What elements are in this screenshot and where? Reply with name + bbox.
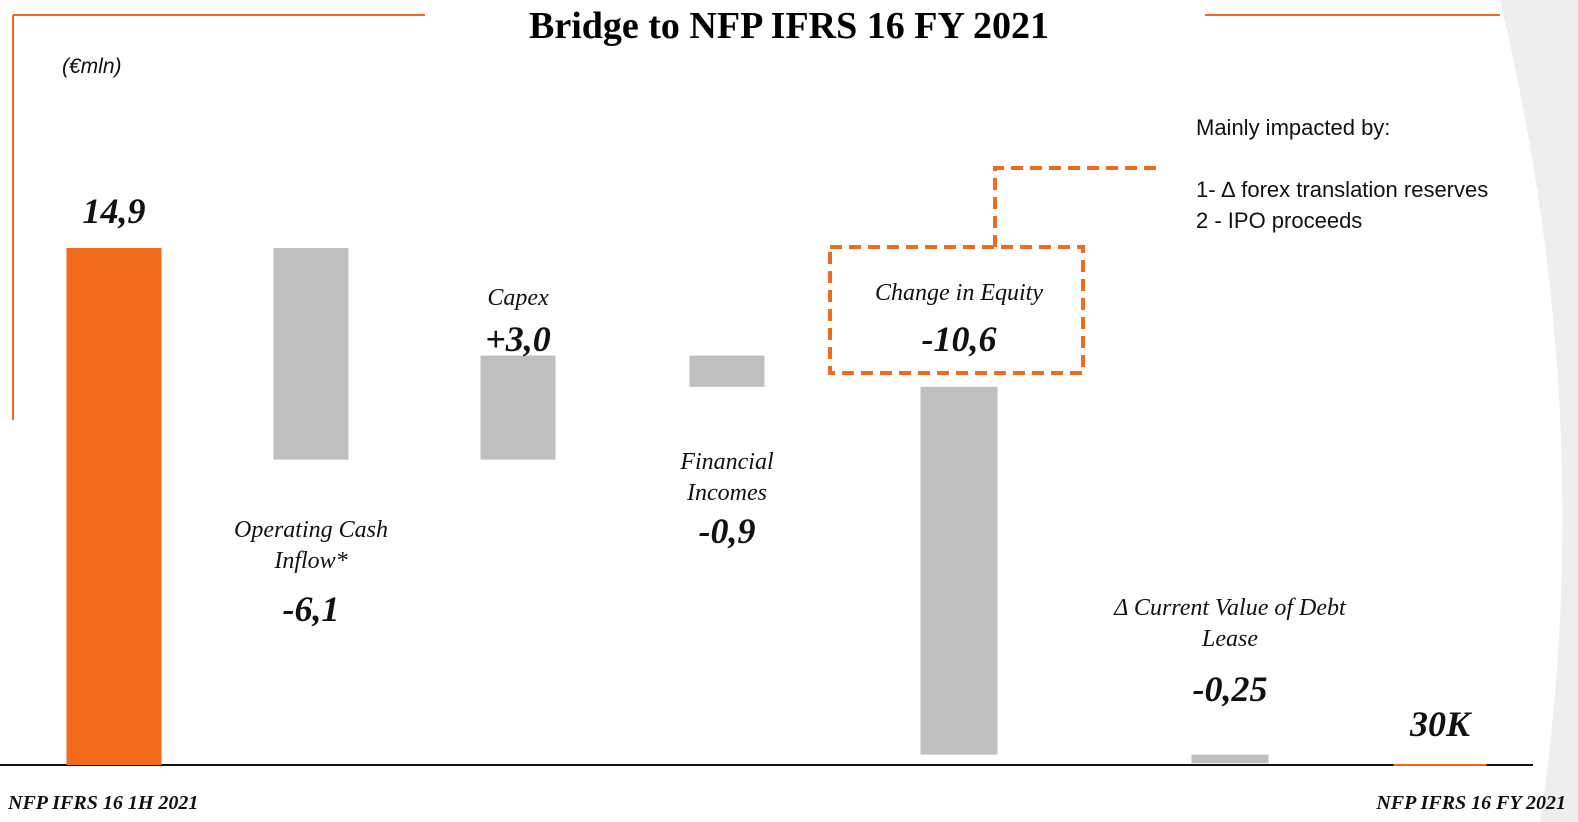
- value-label: 30K: [1409, 704, 1470, 744]
- category-label: Δ Current Value of Debt Lease: [1114, 595, 1346, 652]
- bar: [1191, 754, 1269, 764]
- highlight-box: [828, 245, 1085, 375]
- category-label: NFP IFRS 16 1H 2021: [8, 792, 199, 814]
- category-label: Change in Equity: [875, 280, 1043, 306]
- bars: [66, 248, 1487, 766]
- chart-title: Bridge to NFP IFRS 16 FY 2021: [528, 5, 1049, 47]
- value-label: -0,25: [1192, 669, 1268, 709]
- bar: [273, 248, 349, 460]
- connector: [993, 166, 1158, 247]
- annotation-item: 1- ∆ forex translation reserves: [1196, 177, 1489, 202]
- bar: [480, 355, 556, 460]
- value-label: +3,0: [485, 319, 551, 359]
- annotation-heading: Mainly impacted by:: [1196, 115, 1391, 140]
- value-label: -10,6: [921, 319, 997, 359]
- annotation-item: 2 - IPO proceeds: [1196, 208, 1363, 233]
- value-label: -0,9: [698, 511, 756, 551]
- bar: [689, 355, 765, 387]
- category-label: NFP IFRS 16 FY 2021: [1376, 792, 1566, 814]
- category-label: Operating Cash Inflow*: [233, 517, 388, 574]
- category-label: Financial Incomes: [680, 449, 774, 506]
- category-label: Capex: [487, 285, 549, 311]
- bar: [66, 248, 162, 765]
- decor-swoosh: [1500, 0, 1578, 822]
- value-label: 14,9: [82, 191, 146, 231]
- unit-label: (€mln): [62, 55, 122, 78]
- value-label: -6,1: [282, 589, 340, 629]
- bar: [920, 386, 998, 755]
- bar: [1393, 763, 1487, 766]
